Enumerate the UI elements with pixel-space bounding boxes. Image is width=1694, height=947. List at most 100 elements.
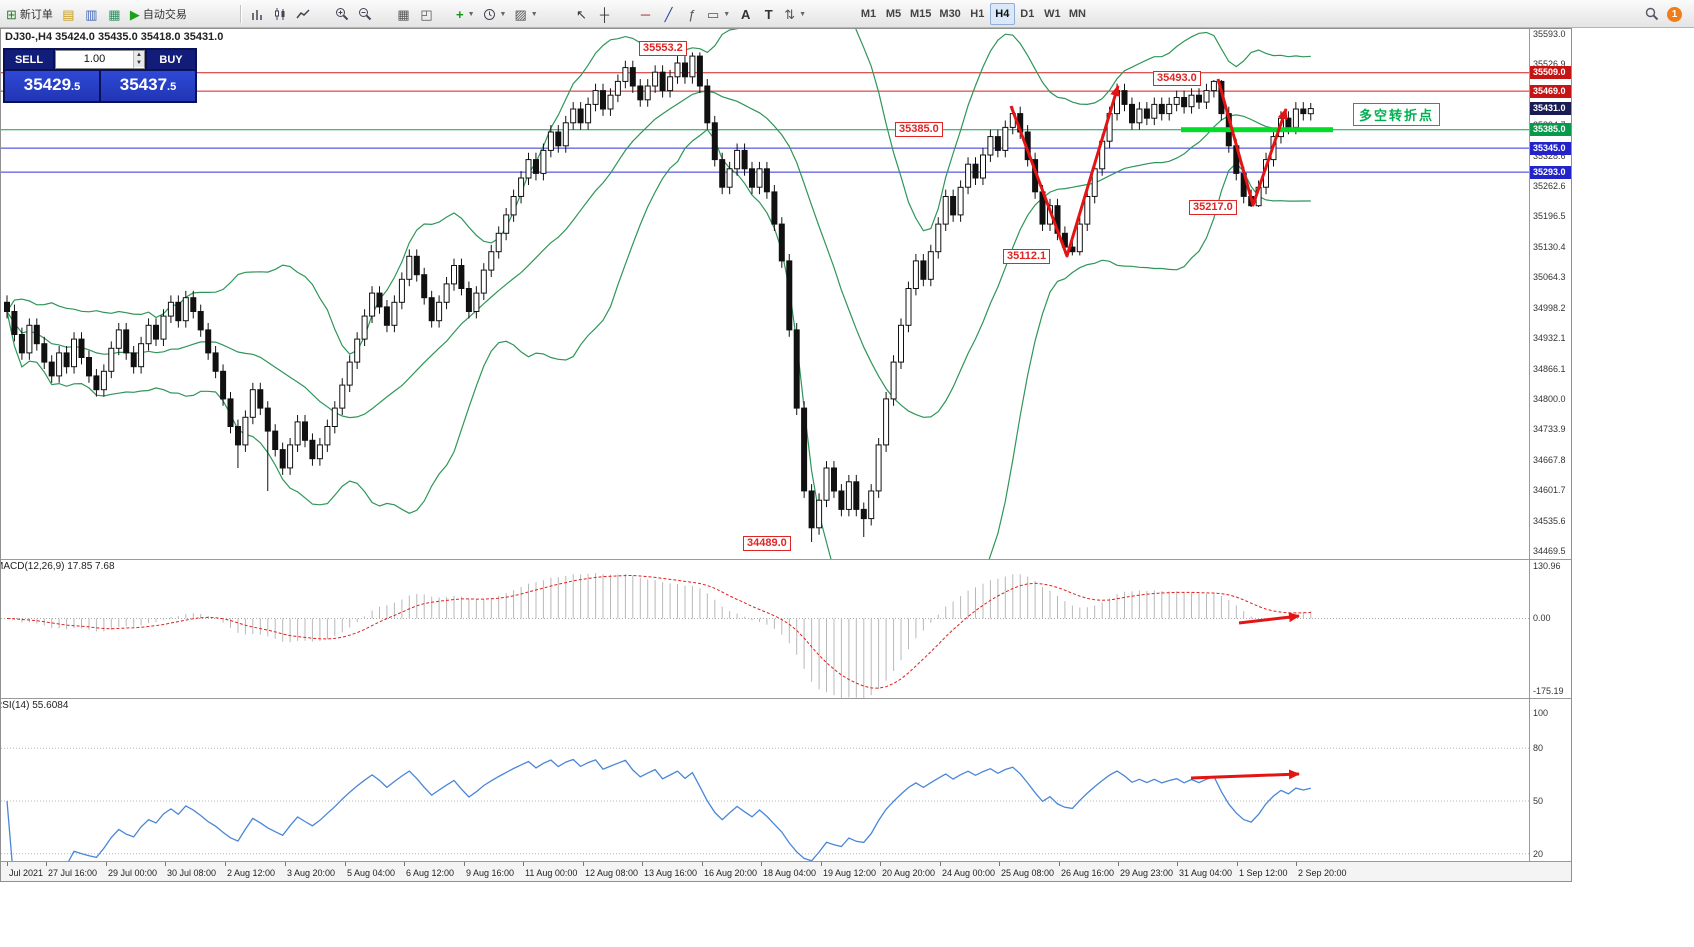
buy-price-button[interactable]: 35437 .5 bbox=[101, 71, 195, 101]
price-axis[interactable]: 35593.035526.935460.835394.735328.635262… bbox=[1529, 29, 1571, 861]
macd-pane[interactable]: MACD(12,26,9) 17.85 7.68 bbox=[1, 559, 1529, 698]
time-label: 29 Jul 00:00 bbox=[108, 868, 158, 878]
line-chart-button[interactable] bbox=[291, 3, 314, 25]
price-tick: 35328.6 bbox=[1533, 151, 1566, 161]
bar-chart-icon bbox=[251, 10, 262, 20]
trend-zigzag-arrow[interactable] bbox=[1009, 85, 1120, 258]
horizontal-line-button[interactable]: ─ bbox=[634, 3, 657, 25]
volume-step-up-icon[interactable]: ▲ bbox=[134, 51, 144, 59]
chart-window: DJ30-,H4 35424.0 35435.0 35418.0 35431.0… bbox=[0, 28, 1572, 882]
timeframe-m30-button[interactable]: M30 bbox=[935, 3, 964, 25]
notifications-button[interactable]: 1 bbox=[1663, 3, 1686, 25]
timeframe-w1-button[interactable]: W1 bbox=[1040, 3, 1065, 25]
timeframe-mn-button[interactable]: MN bbox=[1065, 3, 1090, 25]
trendline-icon: ╱ bbox=[664, 6, 673, 22]
bar-chart-button[interactable] bbox=[245, 3, 268, 25]
chevron-down-icon: ▼ bbox=[499, 10, 507, 18]
timeframe-m1-button[interactable]: M1 bbox=[856, 3, 881, 25]
time-label: 26 Aug 16:00 bbox=[1061, 868, 1115, 878]
time-tick bbox=[225, 862, 226, 866]
time-tick bbox=[583, 862, 584, 866]
crosshair-button[interactable]: ┼ bbox=[593, 3, 616, 25]
timeframe-m5-button[interactable]: M5 bbox=[881, 3, 906, 25]
volume-value[interactable]: 1.00 bbox=[83, 53, 106, 65]
turning-point-level-line[interactable] bbox=[1181, 127, 1333, 133]
price-tick: 34866.1 bbox=[1533, 364, 1566, 374]
volume-input[interactable]: 1.00 ▲ ▼ bbox=[55, 50, 145, 69]
price-annotation-label[interactable]: 35217.0 bbox=[1189, 200, 1237, 215]
time-label: 30 Jul 08:00 bbox=[167, 868, 217, 878]
search-button[interactable] bbox=[1640, 3, 1663, 25]
autotrading-button[interactable]: ▶ 自动交易 bbox=[126, 3, 191, 25]
price-tick: 35526.9 bbox=[1533, 59, 1566, 69]
trade-toolbar-group: ⊞ 新订单 ▤ ▥ ▦ ▶ 自动交易 bbox=[2, 2, 191, 26]
trend-zigzag-arrow[interactable] bbox=[1216, 78, 1288, 207]
arrows-button[interactable]: ⇅ ▼ bbox=[780, 3, 810, 25]
new-order-button[interactable]: ⊞ 新订单 bbox=[2, 3, 57, 25]
sell-button[interactable]: SELL bbox=[5, 50, 53, 69]
text-label-button[interactable]: T bbox=[757, 3, 780, 25]
macd-chart bbox=[1, 573, 1529, 698]
rsi-axis-label: 20 bbox=[1533, 849, 1544, 859]
price-annotation-label[interactable]: 35385.0 bbox=[895, 122, 943, 137]
rsi-axis-label: 50 bbox=[1533, 796, 1544, 806]
price-badge: 35345.0 bbox=[1530, 142, 1571, 155]
pane-splitter[interactable] bbox=[1, 559, 1571, 560]
price-annotation-label[interactable]: 35553.2 bbox=[639, 41, 687, 56]
data-window-button[interactable]: ▥ bbox=[80, 3, 103, 25]
fibonacci-button[interactable]: ƒ bbox=[680, 3, 703, 25]
rsi-label: RSI(14) 55.6084 bbox=[1, 700, 69, 711]
macd-axis-label: 0.00 bbox=[1533, 613, 1551, 623]
macd-signal-line bbox=[6, 574, 1311, 689]
clock-icon bbox=[483, 8, 495, 20]
trendline-button[interactable]: ╱ bbox=[657, 3, 680, 25]
sell-price-button[interactable]: 35429 .5 bbox=[5, 71, 99, 101]
time-label: 25 Aug 08:00 bbox=[1001, 868, 1055, 878]
zoom-in-button[interactable] bbox=[330, 3, 353, 25]
autotrading-label: 自动交易 bbox=[142, 9, 187, 21]
timeframe-h4-button[interactable]: H4 bbox=[989, 3, 1015, 25]
time-tick bbox=[404, 862, 405, 866]
templates-button[interactable]: ▨ ▼ bbox=[510, 3, 541, 25]
cascade-windows-button[interactable]: ◰ bbox=[415, 3, 438, 25]
price-tick: 35130.4 bbox=[1533, 242, 1566, 252]
text-button[interactable]: A bbox=[734, 3, 757, 25]
rsi-pane[interactable]: RSI(14) 55.6084 bbox=[1, 698, 1529, 861]
volume-step-down-icon[interactable]: ▼ bbox=[134, 59, 144, 67]
main-price-pane[interactable]: DJ30-,H4 35424.0 35435.0 35418.0 35431.0… bbox=[1, 29, 1529, 559]
macd-annotation-arrow[interactable] bbox=[1238, 612, 1300, 625]
price-annotation-label[interactable]: 35112.1 bbox=[1003, 249, 1051, 264]
price-level-lines[interactable] bbox=[1, 72, 1529, 173]
timeframe-h1-button[interactable]: H1 bbox=[965, 3, 990, 25]
time-tick bbox=[7, 862, 8, 866]
pane-splitter[interactable] bbox=[1, 698, 1571, 699]
macd-axis-label: -175.19 bbox=[1533, 686, 1564, 696]
price-tick: 34733.9 bbox=[1533, 424, 1566, 434]
chevron-down-icon: ▼ bbox=[530, 10, 538, 18]
time-axis[interactable]: Jul 2021 27 Jul 16:00 29 Jul 00:00 30 Jul 0… bbox=[1, 861, 1571, 881]
timeframe-d1-button[interactable]: D1 bbox=[1015, 3, 1040, 25]
price-annotation-label[interactable]: 34489.0 bbox=[743, 536, 791, 551]
cursor-button[interactable]: ↖ bbox=[570, 3, 593, 25]
market-watch-button[interactable]: ▤ bbox=[57, 3, 80, 25]
buy-button[interactable]: BUY bbox=[147, 50, 195, 69]
periods-button[interactable]: ▼ bbox=[479, 3, 511, 25]
candlestick-chart-button[interactable] bbox=[268, 3, 291, 25]
rsi-annotation-arrow[interactable] bbox=[1190, 769, 1300, 780]
tile-windows-button[interactable]: ▦ bbox=[392, 3, 415, 25]
timeframe-m15-button[interactable]: M15 bbox=[906, 3, 935, 25]
candlestick-chart[interactable] bbox=[1, 29, 1529, 559]
turning-point-note[interactable]: 多空转折点 bbox=[1353, 103, 1441, 126]
zoom-out-button[interactable] bbox=[353, 3, 376, 25]
navigator-icon: ▦ bbox=[108, 6, 121, 22]
drawing-tools-group: ─ ╱ ƒ ▭ ▼ A T ⇅ ▼ bbox=[634, 2, 810, 26]
shapes-button[interactable]: ▭ ▼ bbox=[703, 3, 734, 25]
price-tick: 35593.0 bbox=[1533, 29, 1566, 39]
shapes-icon: ▭ bbox=[707, 6, 720, 22]
navigator-button[interactable]: ▦ bbox=[103, 3, 126, 25]
price-badge: 35509.0 bbox=[1530, 66, 1571, 79]
toolbar: ⊞ 新订单 ▤ ▥ ▦ ▶ 自动交易 bbox=[0, 0, 1694, 28]
pointer-icon: ↖ bbox=[576, 6, 587, 22]
indicators-button[interactable]: + ▼ bbox=[452, 3, 479, 25]
price-annotation-label[interactable]: 35493.0 bbox=[1153, 71, 1201, 86]
